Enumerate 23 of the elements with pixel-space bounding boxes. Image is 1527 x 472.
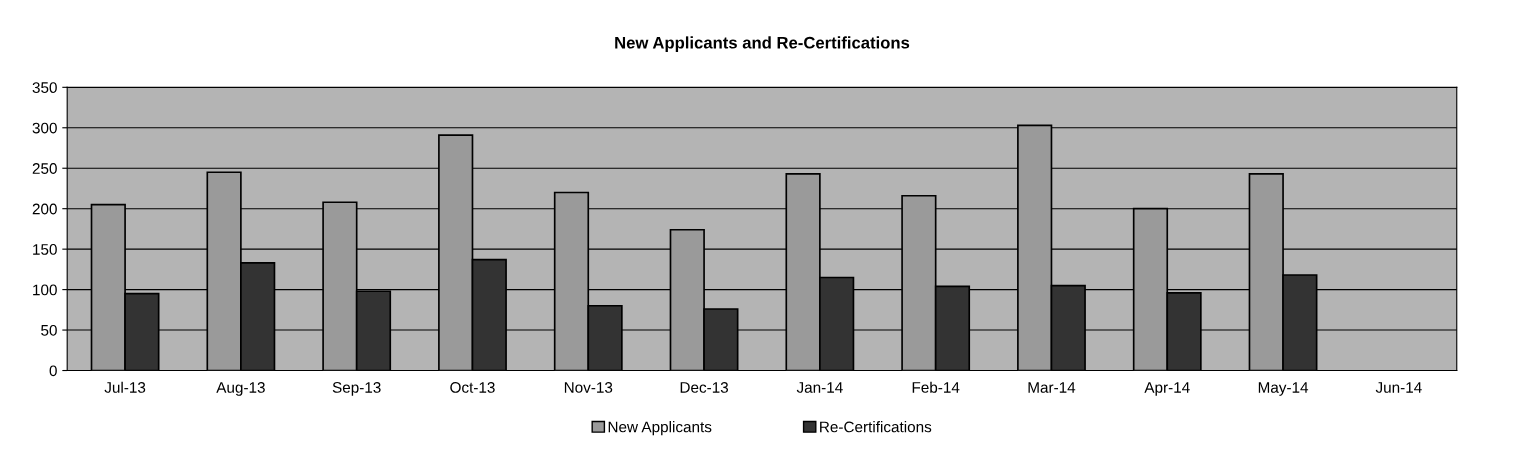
x-tick-label: Jun-14 xyxy=(1375,382,1422,393)
y-tick-label: 350 xyxy=(32,82,57,94)
x-tick-label: Sep-13 xyxy=(332,382,381,396)
x-tick-label: Oct-13 xyxy=(450,382,495,393)
x-tick-label: Apr-14 xyxy=(1144,382,1190,396)
x-tick-label: Feb-14 xyxy=(912,381,960,393)
legend-label: Re-Certifications xyxy=(820,421,932,433)
chart-title: New Applicants and Re-Certifications xyxy=(615,36,910,52)
x-tick-label: May-14 xyxy=(1258,382,1309,396)
x-tick-label: Aug-13 xyxy=(216,382,265,396)
x-tick-label: Dec-13 xyxy=(680,382,729,393)
y-tick-label: 100 xyxy=(33,284,57,296)
y-tick-label: 150 xyxy=(33,244,57,255)
y-tick-label: 0 xyxy=(49,365,57,377)
x-tick-label: Nov-13 xyxy=(564,382,613,393)
x-tick-label: Jul-13 xyxy=(104,381,146,393)
x-tick-label: Jan-14 xyxy=(796,382,843,393)
y-tick-label: 50 xyxy=(41,324,57,336)
y-tick-label: 200 xyxy=(32,203,57,215)
legend-label: New Applicants xyxy=(608,421,712,436)
y-tick-label: 250 xyxy=(32,163,57,174)
y-tick-label: 300 xyxy=(32,122,57,134)
x-tick-label: Mar-14 xyxy=(1028,382,1076,393)
